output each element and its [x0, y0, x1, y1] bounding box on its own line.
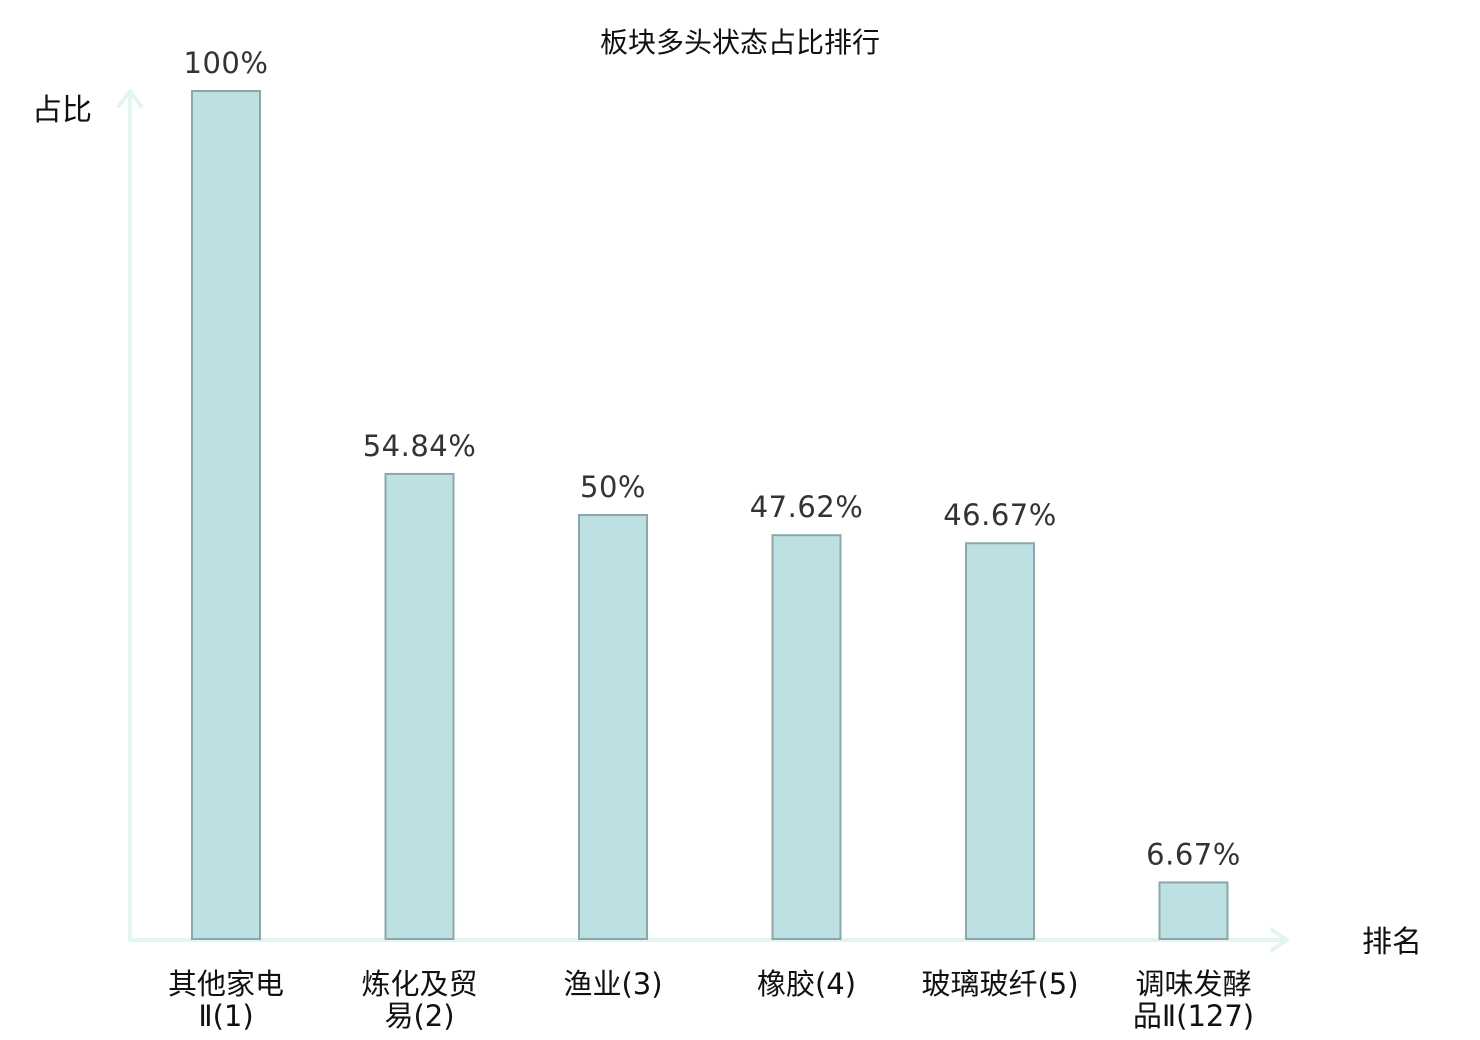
value-labels-group: 100% 54.84% 50% 47.62% 46.67% 6.67%	[184, 46, 1241, 871]
category-label-line1: 玻璃玻纤(5)	[921, 967, 1078, 1001]
bar-value-label: 50%	[580, 470, 646, 504]
category-label-line1: 炼化及贸	[361, 967, 477, 1001]
bars-group	[191, 90, 1229, 941]
x-axis-arrow-icon	[1270, 928, 1289, 952]
x-axis	[128, 928, 1289, 952]
bar-value-label: 54.84%	[363, 429, 477, 463]
bar-value-label: 46.67%	[943, 498, 1057, 532]
bar-value-label: 100%	[184, 46, 269, 80]
category-label-line1: 其他家电	[168, 967, 284, 1001]
bar	[1158, 881, 1229, 941]
bar	[384, 472, 455, 940]
y-axis	[117, 89, 143, 940]
bar-value-label: 6.67%	[1146, 837, 1241, 871]
category-label-line2: Ⅱ(1)	[198, 999, 253, 1033]
bar-value-label: 47.62%	[750, 490, 864, 524]
category-label-line1: 橡胶(4)	[757, 967, 856, 1001]
bar	[965, 542, 1035, 940]
category-label-line1: 渔业(3)	[563, 967, 662, 1001]
y-axis-arrow-icon	[117, 89, 143, 108]
category-label-line2: 易(2)	[384, 999, 454, 1033]
category-label-line1: 调味发酵	[1135, 967, 1251, 1001]
y-axis-label: 占比	[32, 93, 92, 128]
chart-title: 板块多头状态占比排行	[600, 26, 880, 59]
bar	[578, 514, 648, 940]
bar	[771, 534, 842, 940]
bar	[191, 90, 261, 940]
x-axis-label: 排名	[1362, 925, 1422, 960]
category-label-line2: 品Ⅱ(127)	[1133, 999, 1254, 1033]
